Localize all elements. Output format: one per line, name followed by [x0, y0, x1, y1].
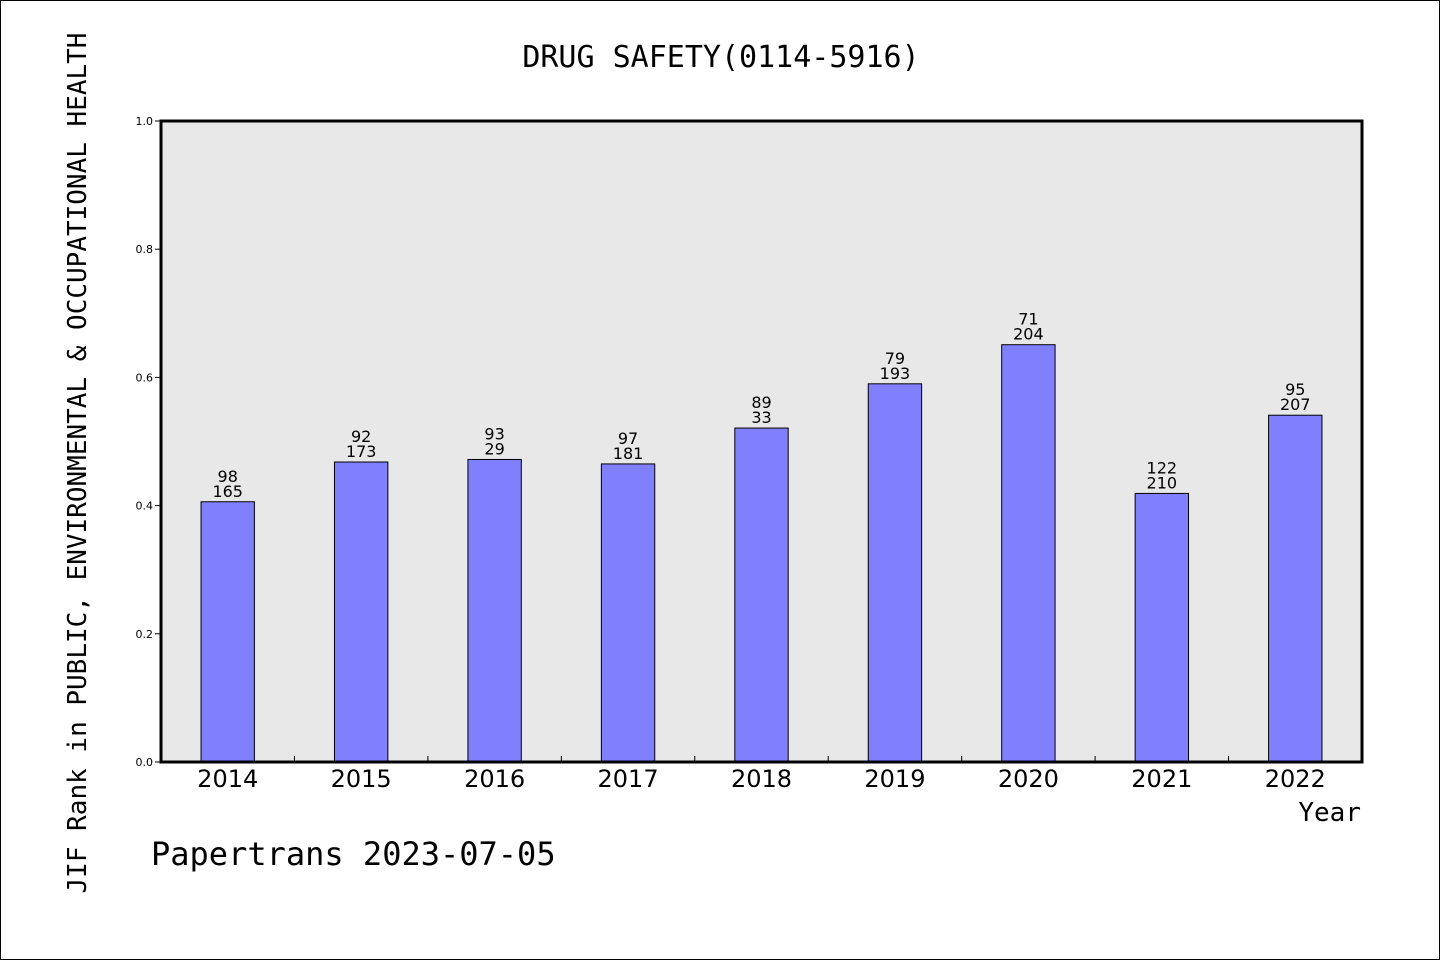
bar-label-top: 95 — [1285, 380, 1305, 399]
x-axis-label: Year — [1298, 798, 1361, 828]
bar-label-bottom: 173 — [346, 442, 377, 461]
y-tick-label: 0.4 — [136, 500, 154, 513]
chart-title: DRUG SAFETY(0114-5916) — [522, 40, 919, 75]
bar-label-top: 97 — [618, 429, 638, 448]
watermark-text: Papertrans 2023-07-05 — [151, 835, 556, 873]
bar-label-bottom: 181 — [613, 444, 644, 463]
bar-label-bottom: 207 — [1280, 395, 1311, 414]
y-tick-label: 0.0 — [136, 756, 154, 769]
bar-label-top: 93 — [484, 424, 504, 443]
x-tick-label: 2015 — [331, 765, 392, 793]
bar-2015 — [333, 461, 389, 763]
bar-label-bottom: 29 — [484, 439, 504, 458]
bar-2022 — [1268, 414, 1323, 763]
y-axis-ticks: 0.0 0.2 0.4 0.6 0.8 1.0 — [136, 115, 161, 769]
bar-label-bottom: 33 — [751, 408, 771, 427]
bar-label-bottom: 204 — [1013, 325, 1044, 344]
bar-label-bottom: 165 — [212, 482, 243, 501]
bar-2018 — [734, 427, 789, 763]
x-tick-label: 2018 — [731, 765, 792, 793]
bar-label-bottom: 193 — [880, 364, 911, 383]
y-tick-label: 1.0 — [136, 115, 154, 128]
bar-series — [200, 344, 1323, 763]
plot-frame — [159, 119, 1364, 764]
bar-2014 — [200, 501, 255, 763]
bar-2020 — [1001, 344, 1056, 763]
bar-2016 — [467, 458, 522, 763]
bar-label-top: 122 — [1147, 458, 1178, 477]
x-axis-tick-labels: 2014 2015 2016 2017 2018 2019 2020 2021 2022 — [197, 765, 1326, 793]
y-axis-label: JIF Rank in PUBLIC, ENVIRONMENTAL & OCCU… — [63, 33, 93, 894]
x-tick-label: 2020 — [998, 765, 1059, 793]
bar-label-bottom: 210 — [1147, 473, 1178, 492]
y-tick-label: 0.8 — [136, 243, 154, 256]
bar-2019 — [867, 383, 923, 763]
bar-label-top: 89 — [751, 393, 771, 412]
bar-label-top: 71 — [1018, 310, 1038, 329]
bar-label-top: 98 — [218, 467, 238, 486]
x-tick-label: 2016 — [464, 765, 525, 793]
x-tick-label: 2019 — [864, 765, 925, 793]
bar-2021 — [1134, 492, 1190, 763]
bar-label-top: 92 — [351, 427, 371, 446]
x-tick-label: 2022 — [1265, 765, 1326, 793]
x-tick-label: 2021 — [1131, 765, 1192, 793]
x-tick-label: 2014 — [197, 765, 258, 793]
bar-2017 — [600, 463, 656, 763]
x-tick-label: 2017 — [598, 765, 659, 793]
y-tick-label: 0.6 — [136, 371, 154, 384]
bar-label-top: 79 — [885, 349, 905, 368]
y-tick-label: 0.2 — [136, 628, 154, 641]
